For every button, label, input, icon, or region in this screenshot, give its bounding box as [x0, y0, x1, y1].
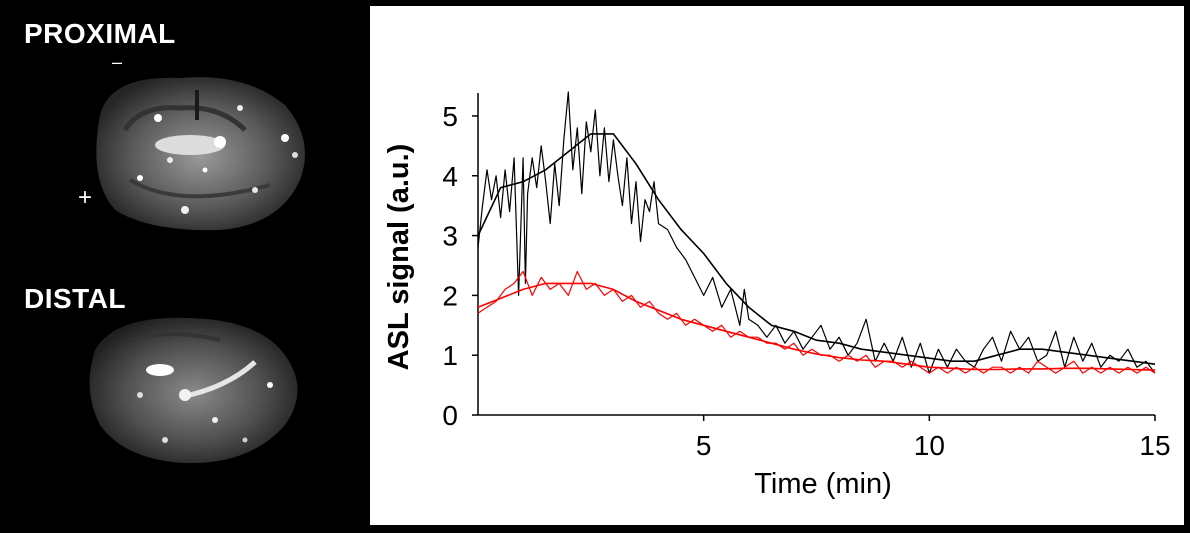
distal-label: DISTAL: [24, 283, 127, 314]
asl-signal-chart: 0 1 2 3 4 5 5 10 15 Time (min) ASL signal (a.u.): [383, 91, 1171, 500]
y-tick-label: 0: [442, 400, 458, 431]
mri-panel: PROXIMAL – + DISTAL: [0, 0, 368, 533]
x-tick-label: 10: [914, 430, 945, 461]
series-line-black-smoothed: [477, 133, 1156, 365]
minus-marker: –: [112, 52, 123, 72]
series-line-red-raw: [477, 270, 1156, 374]
x-tick-label: 15: [1139, 430, 1170, 461]
y-axis-title: ASL signal (a.u.): [383, 144, 415, 371]
proximal-mri-image: [96, 77, 305, 231]
plus-marker: +: [78, 184, 93, 211]
series-layer: [477, 91, 1156, 374]
distal-mri-image: [89, 317, 298, 464]
series-line-red-smoothed: [477, 282, 1156, 371]
y-tick-label: 5: [442, 101, 458, 132]
x-axis-title: Time (min): [754, 468, 891, 500]
chart-axes: [472, 93, 1156, 421]
x-tick-label: 5: [696, 430, 712, 461]
y-tick-label: 2: [442, 280, 458, 311]
y-tick-label: 3: [442, 221, 458, 252]
y-tick-label: 4: [442, 161, 458, 192]
tick-labels: 0 1 2 3 4 5 5 10 15: [442, 101, 1170, 461]
y-tick-label: 1: [442, 340, 458, 371]
series-line-black-raw: [477, 91, 1156, 374]
chart-panel: 0 1 2 3 4 5 5 10 15 Time (min) ASL signal (a.u.): [370, 6, 1184, 525]
proximal-label: PROXIMAL: [24, 18, 176, 49]
